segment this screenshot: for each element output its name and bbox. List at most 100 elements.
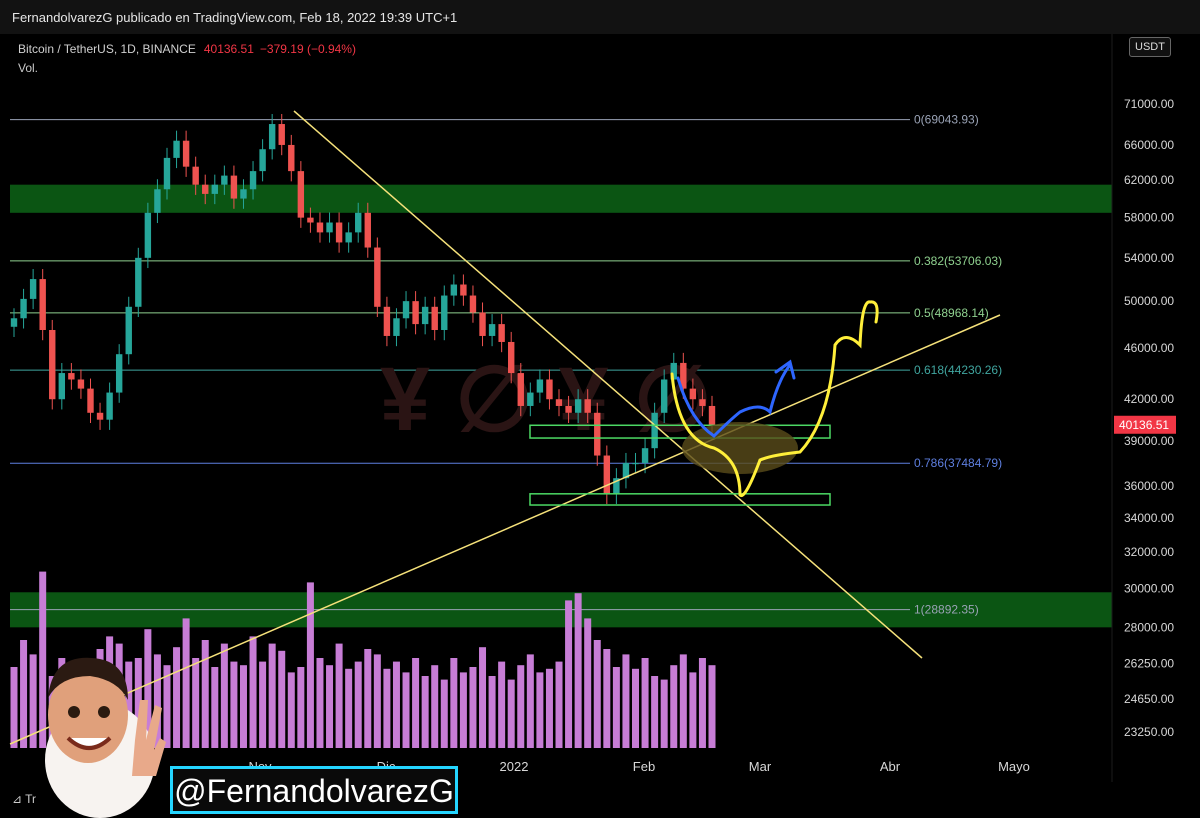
volume-bar <box>440 679 448 748</box>
fib-label-1: 0.382(53706.03) <box>914 254 1002 268</box>
x-tick-label: Feb <box>633 759 655 774</box>
candle <box>421 306 429 325</box>
volume-bar <box>641 658 649 748</box>
candle <box>594 412 601 456</box>
candle <box>699 399 706 406</box>
highlight-blob <box>682 422 798 474</box>
volume-bar <box>450 658 458 748</box>
candle <box>39 279 46 330</box>
candle <box>20 298 27 319</box>
volume-bar <box>431 665 439 748</box>
volume-bar <box>220 643 228 748</box>
candle <box>708 405 716 425</box>
volume-bar <box>163 665 171 748</box>
support-box-1 <box>529 493 831 506</box>
volume-bar <box>326 665 334 748</box>
candle <box>202 184 209 194</box>
candle <box>68 373 75 380</box>
candle <box>402 301 410 319</box>
candle <box>479 312 486 336</box>
candle <box>249 171 257 190</box>
volume-bar <box>412 658 420 748</box>
candle <box>144 212 152 258</box>
volume-bar <box>555 661 563 748</box>
candle <box>374 247 381 307</box>
support-box-0 <box>529 424 831 439</box>
candle <box>632 462 639 465</box>
candle <box>163 157 171 190</box>
candle <box>268 124 276 150</box>
candle <box>335 222 343 243</box>
volume-bar <box>536 672 544 748</box>
volume-bar <box>249 636 257 748</box>
candle <box>689 388 697 400</box>
projection-layer <box>670 300 879 498</box>
resistance-zone-0 <box>10 184 1112 213</box>
volume-bar <box>201 640 209 748</box>
volume-bar <box>230 661 238 748</box>
fib-label-2: 0.5(48968.14) <box>914 306 989 320</box>
volume-bar <box>565 600 573 748</box>
volume-bar <box>545 668 553 748</box>
volume-bar <box>239 665 247 748</box>
candle <box>660 379 668 413</box>
volume-bar <box>498 661 506 748</box>
candle <box>10 318 18 327</box>
fib-label-3: 0.618(44230.26) <box>914 363 1002 377</box>
candle <box>182 140 190 167</box>
candle <box>316 222 324 233</box>
volume-bar <box>354 661 362 748</box>
downtrend-line <box>293 110 923 659</box>
y-axis: 71000.00 66000.00 62000.00 58000.00 54000.00… <box>1111 34 1176 782</box>
candle <box>77 379 85 389</box>
candle <box>259 149 266 172</box>
volume-bar <box>459 672 467 748</box>
y-tick-label: 50000.00 <box>1124 294 1174 308</box>
volume-bar <box>306 582 314 748</box>
volume-bar <box>259 661 267 748</box>
volume-bar <box>20 640 28 748</box>
candle <box>115 354 123 393</box>
volume-bar <box>153 654 161 748</box>
candle <box>469 295 477 313</box>
y-tick-label: 62000.00 <box>1124 173 1174 187</box>
volume-bar <box>679 654 687 748</box>
y-tick-label: 23250.00 <box>1124 725 1174 739</box>
volume-bar <box>584 618 592 748</box>
y-tick-label: 46000.00 <box>1124 341 1174 355</box>
candle <box>603 455 611 494</box>
volume-bar <box>670 665 678 748</box>
candle <box>240 189 247 199</box>
candle <box>508 341 515 374</box>
x-tick-label: Mayo <box>998 759 1030 774</box>
candle <box>135 257 142 307</box>
y-tick-label: 34000.00 <box>1124 511 1174 525</box>
volume-label: Vol. <box>18 61 39 75</box>
candle <box>641 448 649 463</box>
fib-label-4: 0.786(37484.79) <box>914 456 1002 470</box>
candle <box>460 284 467 296</box>
volume-bar <box>421 676 429 748</box>
volume-bar <box>144 629 152 748</box>
volume-bar <box>698 658 706 748</box>
candle <box>364 212 371 248</box>
candle <box>307 217 314 223</box>
currency-button[interactable]: USDT <box>1129 37 1171 57</box>
candle <box>230 175 238 199</box>
volume-bar <box>345 668 353 748</box>
support-boxes-layer <box>529 424 831 506</box>
volume-bar <box>402 672 410 748</box>
candle <box>211 184 218 194</box>
volume-bar <box>708 665 716 748</box>
candle <box>345 232 352 243</box>
y-tick-label: 54000.00 <box>1124 251 1174 265</box>
candle <box>221 175 228 185</box>
publish-bar: FernandolvarezG publicado en TradingView… <box>0 0 1200 34</box>
candle <box>517 373 524 406</box>
trendlines-layer <box>9 110 1001 745</box>
volume-bar <box>383 668 391 748</box>
price-change: −379.19 (−0.94%) <box>259 42 356 56</box>
avatar <box>45 657 166 818</box>
y-tick-label: 71000.00 <box>1124 97 1174 111</box>
volume-bar <box>134 658 142 748</box>
